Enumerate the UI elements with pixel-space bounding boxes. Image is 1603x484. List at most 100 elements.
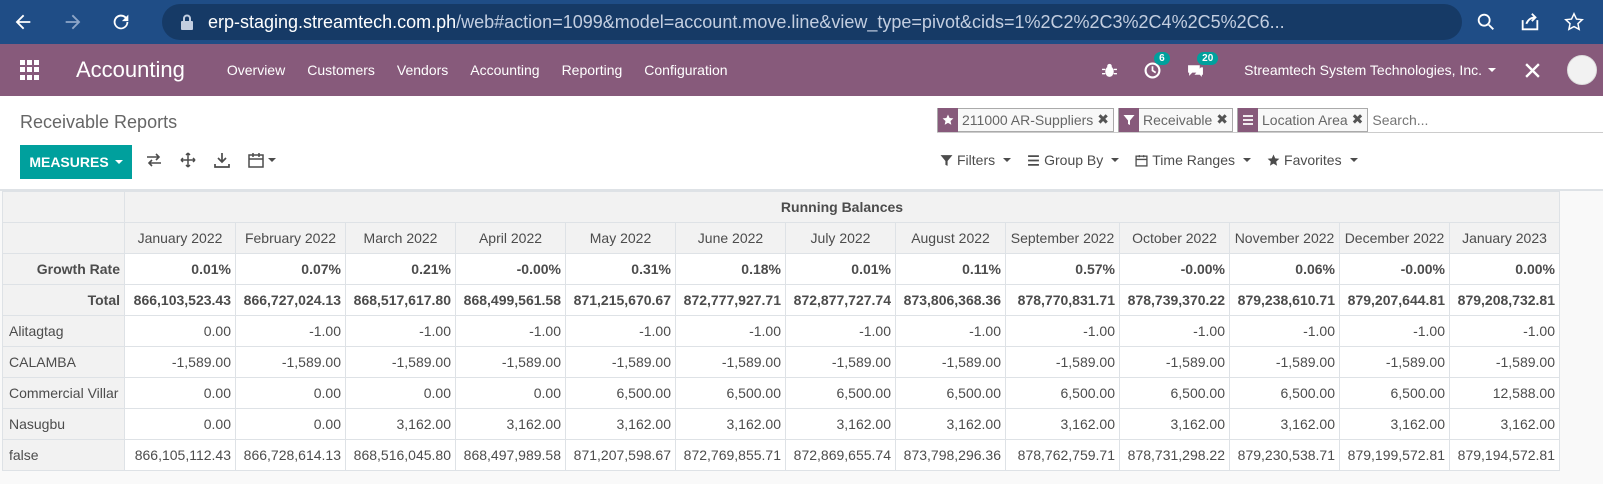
pivot-cell[interactable]: -1.00 [1229,315,1340,347]
column-header[interactable]: May 2022 [565,222,676,254]
close-icon[interactable]: ✖ [1351,111,1364,127]
pivot-cell[interactable]: 6,500.00 [565,377,676,409]
pivot-cell[interactable]: 0.31% [565,253,676,285]
pivot-cell[interactable]: -1.00 [565,315,676,347]
menu-configuration[interactable]: Configuration [644,62,728,78]
pivot-cell[interactable]: 868,497,989.58 [455,439,566,471]
pivot-cell[interactable]: -1,589.00 [455,346,566,378]
pivot-cell[interactable]: -1,589.00 [235,346,346,378]
pivot-cell[interactable]: -1,589.00 [124,346,236,378]
pivot-cell[interactable]: 3,162.00 [345,408,456,440]
pivot-cell[interactable]: 6,500.00 [785,377,896,409]
pivot-cell[interactable]: 878,739,370.22 [1119,284,1230,316]
share-icon[interactable] [1519,11,1541,33]
pivot-cell[interactable]: 12,588.00 [1449,377,1560,409]
column-header[interactable]: October 2022 [1119,222,1230,254]
menu-vendors[interactable]: Vendors [396,62,449,78]
row-header[interactable]: Commercial Villar [2,377,125,409]
pivot-cell[interactable]: 3,162.00 [1449,408,1560,440]
pivot-cell[interactable]: 871,215,670.67 [565,284,676,316]
pivot-cell[interactable]: -1,589.00 [675,346,786,378]
download-icon[interactable] [214,152,230,168]
pivot-cell[interactable]: 879,207,644.81 [1339,284,1450,316]
pivot-cell[interactable]: -0.00% [455,253,566,285]
back-button[interactable] [10,9,36,35]
pivot-cell[interactable]: 6,500.00 [1229,377,1340,409]
pivot-cell[interactable]: 0.07% [235,253,346,285]
pivot-cell[interactable]: -1.00 [785,315,896,347]
pivot-cell[interactable]: 873,798,296.36 [895,439,1006,471]
expand-all-icon[interactable] [180,152,196,168]
column-header[interactable]: July 2022 [785,222,896,254]
pivot-cell[interactable]: 0.00 [124,315,236,347]
pivot-cell[interactable]: 3,162.00 [1229,408,1340,440]
pivot-cell[interactable]: 866,105,112.43 [124,439,236,471]
activity-button[interactable]: 6 [1144,51,1170,79]
pivot-cell[interactable]: -1,589.00 [1229,346,1340,378]
pivot-cell[interactable]: -1,589.00 [1339,346,1450,378]
pivot-cell[interactable]: 3,162.00 [675,408,786,440]
pivot-cell[interactable]: 3,162.00 [1119,408,1230,440]
pivot-cell[interactable]: 0.00 [124,377,236,409]
pivot-cell[interactable]: -0.00% [1119,253,1230,285]
pivot-cell[interactable]: -1.00 [1005,315,1120,347]
debug-button[interactable] [1101,62,1118,79]
pivot-cell[interactable]: 871,207,598.67 [565,439,676,471]
forward-button[interactable] [60,9,86,35]
pivot-cell[interactable]: 0.00 [345,377,456,409]
pivot-cell[interactable]: 868,517,617.80 [345,284,456,316]
pivot-cell[interactable]: 866,728,614.13 [235,439,346,471]
column-header[interactable]: September 2022 [1005,222,1120,254]
row-header[interactable]: CALAMBA [2,346,125,378]
pivot-cell[interactable]: -1.00 [675,315,786,347]
pivot-cell[interactable]: 3,162.00 [565,408,676,440]
pivot-cell[interactable]: 6,500.00 [1339,377,1450,409]
pivot-cell[interactable]: 872,769,855.71 [675,439,786,471]
column-header[interactable]: February 2022 [235,222,346,254]
pivot-cell[interactable]: 0.21% [345,253,456,285]
pivot-cell[interactable]: 0.01% [785,253,896,285]
pivot-cell[interactable]: 879,199,572.81 [1339,439,1450,471]
pivot-cell[interactable]: -1,589.00 [1119,346,1230,378]
pivot-cell[interactable]: 3,162.00 [785,408,896,440]
address-bar[interactable]: erp-staging.streamtech.com.ph/web#action… [162,4,1462,40]
pivot-cell[interactable]: -1,589.00 [565,346,676,378]
pivot-cell[interactable]: 878,731,298.22 [1119,439,1230,471]
measure-header[interactable]: Running Balances [124,191,1560,223]
search-input[interactable] [1372,111,1603,128]
column-header[interactable]: December 2022 [1339,222,1450,254]
pivot-cell[interactable]: 868,499,561.58 [455,284,566,316]
pivot-cell[interactable]: 0.00% [1449,253,1560,285]
pivot-cell[interactable]: 0.00 [124,408,236,440]
pivot-cell[interactable]: -1.00 [235,315,346,347]
pivot-cell[interactable]: 0.11% [895,253,1006,285]
measures-button[interactable]: MEASURES [20,145,132,179]
pivot-cell[interactable]: -1.00 [1339,315,1450,347]
row-header[interactable]: false [2,439,125,471]
pivot-cell[interactable]: 3,162.00 [895,408,1006,440]
pivot-cell[interactable]: -1.00 [345,315,456,347]
column-header[interactable]: March 2022 [345,222,456,254]
pivot-cell[interactable]: 6,500.00 [1119,377,1230,409]
reload-button[interactable] [108,9,134,35]
pivot-cell[interactable]: -1,589.00 [345,346,456,378]
column-header[interactable]: June 2022 [675,222,786,254]
pivot-cell[interactable]: -1,589.00 [785,346,896,378]
column-header[interactable]: January 2022 [124,222,236,254]
pivot-cell[interactable]: 866,103,523.43 [124,284,236,316]
column-header[interactable]: April 2022 [455,222,566,254]
pivot-cell[interactable]: 3,162.00 [1005,408,1120,440]
pivot-cell[interactable]: 6,500.00 [895,377,1006,409]
messaging-button[interactable]: 20 [1187,51,1219,79]
pivot-cell[interactable]: 3,162.00 [1339,408,1450,440]
pivot-cell[interactable]: 6,500.00 [1005,377,1120,409]
column-header[interactable]: November 2022 [1229,222,1340,254]
column-header[interactable]: January 2023 [1449,222,1560,254]
row-header[interactable]: Growth Rate [2,253,125,285]
user-avatar[interactable] [1567,55,1597,85]
close-icon[interactable]: ✖ [1216,111,1229,127]
menu-accounting[interactable]: Accounting [470,62,540,78]
menu-reporting[interactable]: Reporting [561,62,623,78]
pivot-cell[interactable]: 879,208,732.81 [1449,284,1560,316]
pivot-cell[interactable]: 873,806,368.36 [895,284,1006,316]
